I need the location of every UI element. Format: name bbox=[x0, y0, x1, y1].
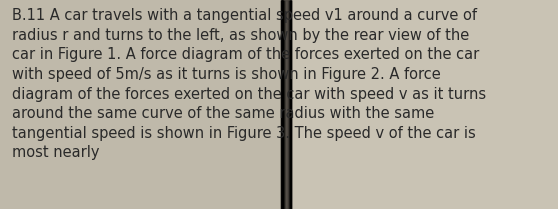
Text: B.11 A car travels with a tangential speed v1 around a curve of
radius r and tur: B.11 A car travels with a tangential spe… bbox=[12, 8, 487, 160]
Bar bbox=[286, 0, 558, 209]
Bar bbox=[285, 0, 288, 209]
Bar bbox=[0, 0, 286, 209]
